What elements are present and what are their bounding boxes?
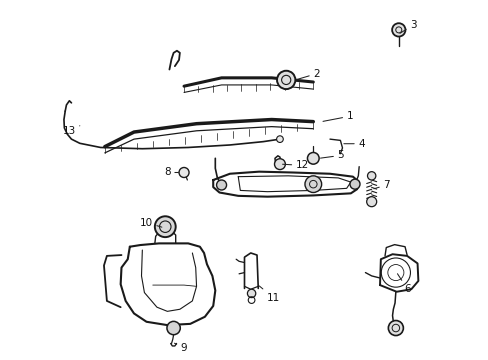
Text: 3: 3: [399, 20, 416, 33]
Circle shape: [247, 289, 255, 298]
Text: 13: 13: [62, 126, 80, 136]
Text: 9: 9: [174, 343, 187, 353]
Text: 6: 6: [397, 274, 410, 294]
Circle shape: [366, 197, 376, 207]
Text: 2: 2: [296, 69, 319, 80]
Circle shape: [307, 153, 319, 164]
Circle shape: [305, 176, 321, 193]
Circle shape: [391, 23, 405, 37]
Text: 8: 8: [164, 167, 178, 177]
Text: 11: 11: [259, 286, 279, 303]
Circle shape: [276, 136, 283, 143]
Circle shape: [387, 320, 403, 336]
Text: 5: 5: [320, 150, 344, 161]
Text: 7: 7: [373, 180, 389, 190]
Circle shape: [277, 71, 295, 89]
Circle shape: [155, 216, 175, 237]
Circle shape: [216, 180, 226, 190]
Text: 4: 4: [343, 139, 364, 149]
Text: 12: 12: [282, 161, 308, 170]
Circle shape: [179, 167, 189, 177]
Circle shape: [274, 159, 285, 170]
Circle shape: [349, 179, 359, 189]
Text: 1: 1: [323, 111, 352, 121]
Circle shape: [166, 321, 180, 335]
Text: 10: 10: [140, 217, 162, 228]
Circle shape: [367, 172, 375, 180]
